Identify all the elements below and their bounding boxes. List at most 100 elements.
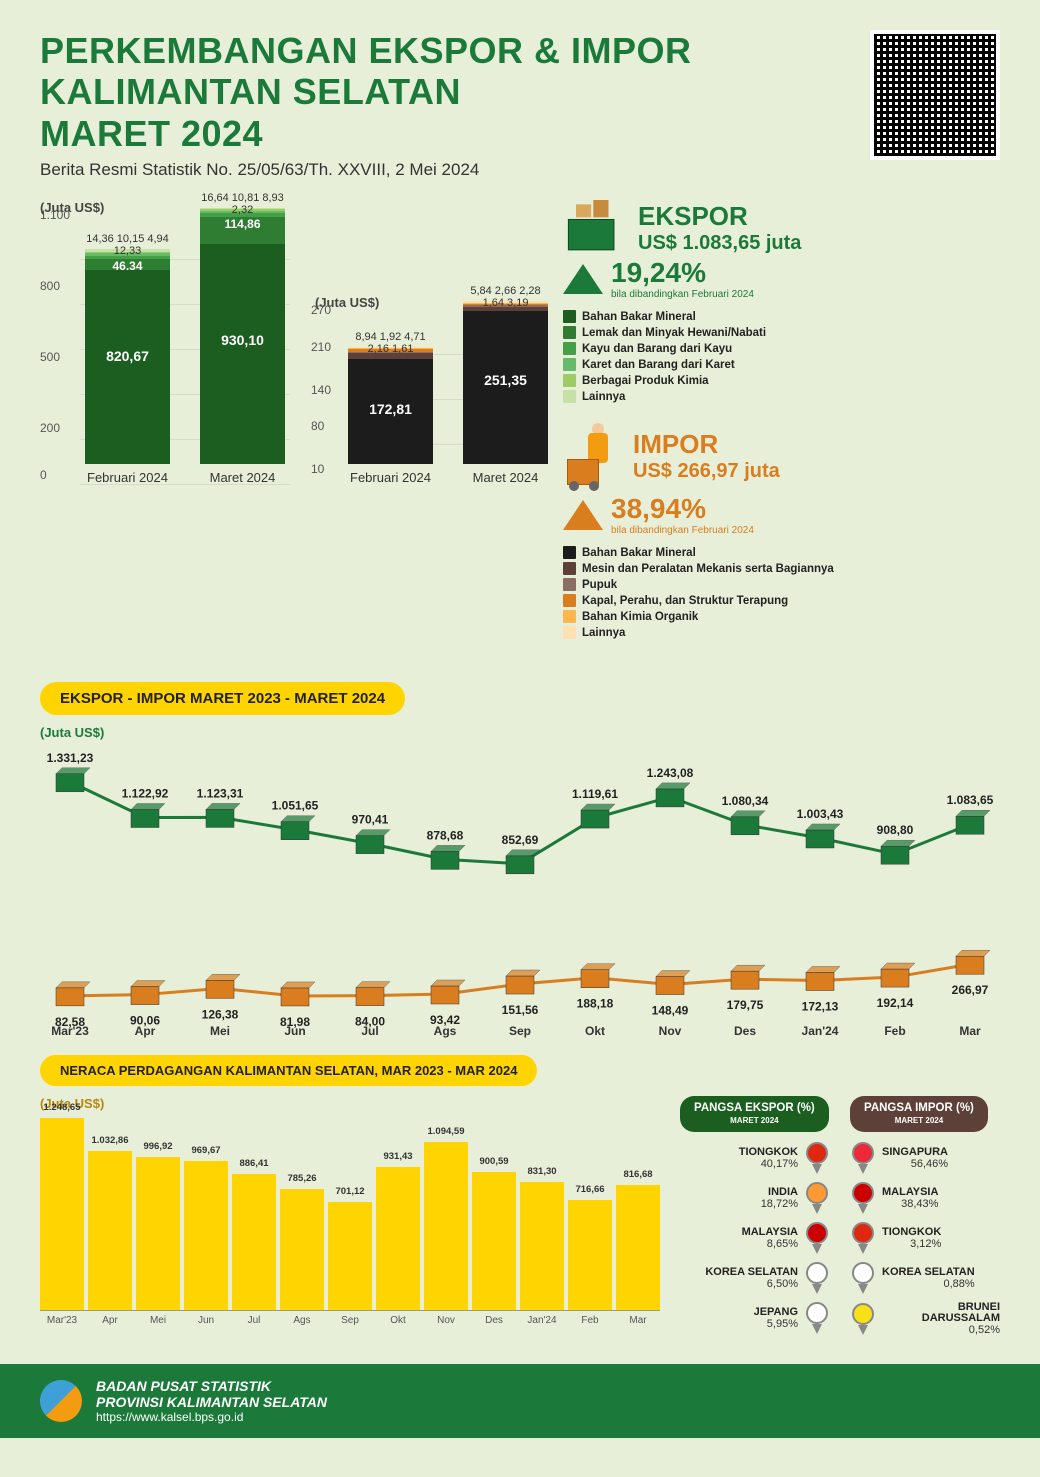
legend-item: Berbagai Produk Kimia (563, 374, 1000, 387)
neraca-chart: (Juta US$) 1.248,651.032,86996,92969,678… (40, 1096, 660, 1344)
legend-item: Kapal, Perahu, dan Struktur Terapung (563, 594, 1000, 607)
neraca-month: Jan'24 (520, 1315, 564, 1326)
legend-swatch (563, 546, 576, 559)
y-tick: 1.100 (40, 208, 70, 222)
impor-pct-sub: bila dibandingkan Februari 2024 (611, 525, 754, 536)
country-pct: 8,65% (742, 1238, 798, 1250)
month-label: Sep (509, 1024, 531, 1038)
legend-text: Lainnya (582, 391, 625, 403)
country-pct: 5,95% (754, 1318, 798, 1330)
month-label: Des (734, 1024, 756, 1038)
legend-swatch (563, 342, 576, 355)
flag-pin-icon (850, 1222, 876, 1254)
neraca-bar: 701,12 (328, 1202, 372, 1310)
main-title: PERKEMBANGAN EKSPOR & IMPOR KALIMANTAN S… (40, 30, 692, 154)
month-label: Mei (210, 1024, 230, 1038)
month-label: Jun (284, 1024, 305, 1038)
trend-value: 188,18 (577, 997, 614, 1011)
bar-top-values: 14,36 10,15 4,94 12,33 (85, 233, 170, 257)
neraca-value: 886,41 (232, 1158, 276, 1169)
neraca-bar: 900,59 (472, 1172, 516, 1311)
impor-legend: Bahan Bakar Mineral Mesin dan Peralatan M… (563, 546, 1000, 639)
container-marker (506, 850, 540, 874)
trend-value: 970,41 (352, 813, 389, 827)
bar-top-values: 8,94 1,92 4,71 2,16 1,61 (348, 331, 433, 355)
stacked-bar: 251,355,84 2,66 2,28 1,64 3,19 (463, 301, 548, 464)
header: PERKEMBANGAN EKSPOR & IMPOR KALIMANTAN S… (40, 30, 1000, 180)
legend-swatch (563, 310, 576, 323)
neraca-month: Jul (232, 1315, 276, 1326)
trend-value: 126,38 (202, 1008, 239, 1022)
legend-text: Karet dan Barang dari Karet (582, 359, 735, 371)
legend-text: Bahan Kimia Organik (582, 611, 698, 623)
stacked-bar: 820,6746,3414,36 10,15 4,94 12,33 (85, 249, 170, 464)
legend-item: Pupuk (563, 578, 1000, 591)
country-name: TIONGKOK (882, 1227, 941, 1238)
container-marker (581, 964, 615, 988)
country-pct: 56,46% (882, 1158, 948, 1170)
legend-swatch (563, 326, 576, 339)
neraca-bar: 816,68 (616, 1185, 660, 1311)
container-marker (881, 840, 915, 864)
neraca-month: Feb (568, 1315, 612, 1326)
legend-text: Mesin dan Peralatan Mekanis serta Bagian… (582, 563, 834, 575)
flag-pin-icon (850, 1182, 876, 1214)
y-tick: 800 (40, 279, 60, 293)
impor-title: IMPOR (633, 429, 780, 460)
country-name: SINGAPURA (882, 1147, 948, 1158)
bar-period-label: Maret 2024 (463, 470, 548, 485)
trend-title: EKSPOR - IMPOR MARET 2023 - MARET 2024 (40, 682, 405, 715)
pangsa-ekspor: PANGSA EKSPOR (%)MARET 2024 TIONGKOK40,1… (680, 1096, 830, 1344)
trend-value: 179,75 (727, 998, 764, 1012)
month-label: Mar (959, 1024, 981, 1038)
flag-pin-icon (850, 1142, 876, 1174)
country-pct: 6,50% (705, 1278, 798, 1290)
month-label: Ags (434, 1024, 457, 1038)
stacked-bar: 930,10114,8616,64 10,81 8,93 2,32 (200, 208, 285, 464)
pangsa-item: KOREA SELATAN6,50% (680, 1262, 830, 1294)
bar-segment: 820,67 (85, 270, 170, 464)
ekspor-pct-sub: bila dibandingkan Februari 2024 (611, 289, 754, 300)
up-triangle-icon (563, 264, 603, 294)
legend-item: Kayu dan Barang dari Kayu (563, 342, 1000, 355)
bar-segment: 251,35 (463, 311, 548, 465)
ekspor-pct: 19,24% (611, 257, 754, 289)
y-tick: 200 (40, 421, 60, 435)
neraca-value: 1.094,59 (424, 1126, 468, 1137)
legend-item: Mesin dan Peralatan Mekanis serta Bagian… (563, 562, 1000, 575)
footer-prov: PROVINSI KALIMANTAN SELATAN (96, 1394, 327, 1410)
trend-value: 1.003,43 (797, 807, 844, 821)
trend-value: 878,68 (427, 829, 464, 843)
impor-value: US$ 266,97 juta (633, 460, 780, 483)
legend-text: Kapal, Perahu, dan Struktur Terapung (582, 595, 788, 607)
neraca-unit: (Juta US$) (40, 1096, 660, 1111)
neraca-month: Ags (280, 1315, 324, 1326)
bar-period-label: Februari 2024 (85, 470, 170, 485)
country-name: TIONGKOK (739, 1147, 798, 1158)
legend-text: Bahan Bakar Mineral (582, 547, 696, 559)
country-name: JEPANG (754, 1307, 798, 1318)
ekspor-title: EKSPOR (638, 201, 801, 232)
trend-value: 148,49 (652, 1004, 689, 1018)
container-marker (431, 846, 465, 870)
neraca-bar: 969,67 (184, 1161, 228, 1310)
legend-swatch (563, 594, 576, 607)
container-marker (206, 804, 240, 828)
legend-item: Karet dan Barang dari Karet (563, 358, 1000, 371)
pangsa-item: TIONGKOK3,12% (850, 1222, 1000, 1254)
legend-swatch (563, 390, 576, 403)
country-pct: 18,72% (761, 1198, 798, 1210)
pangsa-impor: PANGSA IMPOR (%)MARET 2024 SINGAPURA56,4… (850, 1096, 1000, 1344)
neraca-bar: 1.032,86 (88, 1151, 132, 1310)
container-marker (581, 804, 615, 828)
trend-value: 266,97 (952, 983, 989, 997)
neraca-month: Des (472, 1315, 516, 1326)
country-name: BRUNEI DARUSSALAM (881, 1302, 1000, 1324)
month-label: Apr (135, 1024, 156, 1038)
container-marker (356, 830, 390, 854)
trend-value: 1.123,31 (197, 787, 244, 801)
month-label: Jul (361, 1024, 378, 1038)
month-label: Okt (585, 1024, 605, 1038)
country-pct: 40,17% (739, 1158, 798, 1170)
flag-pin-icon (850, 1303, 875, 1335)
